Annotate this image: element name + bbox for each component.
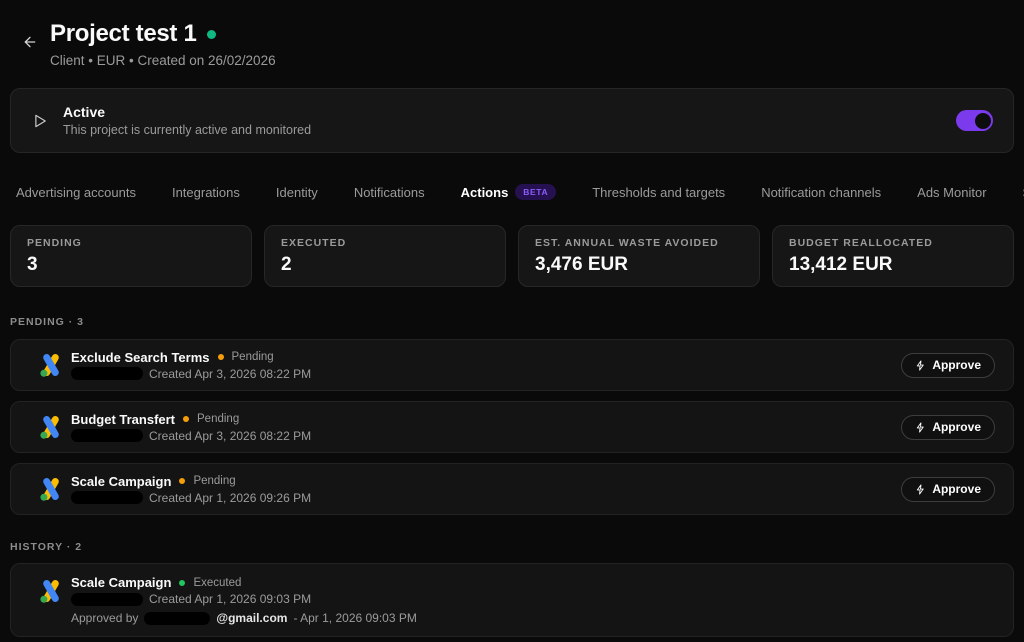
stat-label: EST. ANNUAL WASTE AVOIDED <box>535 237 719 249</box>
approve-button-label: Approve <box>932 358 981 372</box>
approve-button-label: Approve <box>932 482 981 496</box>
stat-value: 13,412 EUR <box>789 254 893 275</box>
approve-button-label: Approve <box>932 420 981 434</box>
tab-notification-channels[interactable]: Notification channels <box>761 184 882 200</box>
row-content: Scale Campaign Pending Created Apr 1, 20… <box>71 474 311 505</box>
row-content: Scale Campaign Executed Created Apr 1, 2… <box>71 575 417 625</box>
back-button[interactable] <box>16 28 44 56</box>
pending-status-dot <box>183 416 190 422</box>
pending-row-scale-campaign: Scale Campaign Pending Created Apr 1, 20… <box>10 463 1014 515</box>
google-ads-icon <box>40 580 59 603</box>
stat-label: BUDGET REALLOCATED <box>789 237 933 249</box>
title-block: Project test 1 Client • EUR • Created on… <box>50 20 276 68</box>
created-timestamp: Created Apr 1, 2026 09:03 PM <box>149 592 312 606</box>
redacted-account-name <box>71 367 143 380</box>
tab-integrations[interactable]: Integrations <box>171 184 240 200</box>
tab-notifications[interactable]: Notifications <box>353 184 425 200</box>
status-label: Executed <box>193 576 242 589</box>
stat-label: EXECUTED <box>281 237 347 249</box>
pending-status-dot <box>179 478 186 484</box>
executed-status-dot <box>179 579 186 586</box>
stat-card-executed: EXECUTED 2 <box>264 225 506 287</box>
active-banner: Active This project is currently active … <box>10 88 1014 153</box>
approve-button[interactable]: Approve <box>901 352 995 378</box>
banner-title: Active <box>63 104 106 120</box>
stat-label: PENDING <box>27 237 82 249</box>
toggle-knob <box>974 112 991 129</box>
tab-bar: Advertising accounts Integrations Identi… <box>16 181 1024 203</box>
tab-settings[interactable]: Settings <box>1023 185 1024 200</box>
approver-email-domain: @gmail.com <box>216 611 288 625</box>
active-toggle[interactable] <box>956 110 993 131</box>
history-section-heading: HISTORY · 2 <box>10 541 83 553</box>
action-title: Scale Campaign <box>71 473 172 489</box>
status-label: Pending <box>193 475 236 487</box>
stat-card-budget-reallocated: BUDGET REALLOCATED 13,412 EUR <box>772 225 1014 287</box>
action-title: Budget Transfert <box>71 411 176 427</box>
tab-actions[interactable]: Actions BETA <box>461 184 557 200</box>
page-header: Project test 1 Client • EUR • Created on… <box>0 0 1024 68</box>
pending-row-exclude-search-terms: Exclude Search Terms Pending Created Apr… <box>10 339 1014 391</box>
created-timestamp: Created Apr 3, 2026 08:22 PM <box>149 366 312 381</box>
zap-icon <box>917 359 925 371</box>
redacted-approver-email <box>144 611 211 625</box>
approved-by-label: Approved by <box>71 611 139 625</box>
play-icon <box>35 114 46 127</box>
pending-section-heading: PENDING · 3 <box>10 316 85 328</box>
approved-timestamp: - Apr 1, 2026 09:03 PM <box>293 611 417 625</box>
created-timestamp: Created Apr 3, 2026 08:22 PM <box>149 428 312 443</box>
approve-button[interactable]: Approve <box>901 414 995 440</box>
stat-value: 3,476 EUR <box>535 254 628 275</box>
google-ads-icon <box>40 354 59 377</box>
stat-card-waste-avoided: EST. ANNUAL WASTE AVOIDED 3,476 EUR <box>518 225 760 287</box>
page-title: Project test 1 <box>50 20 197 47</box>
banner-description: This project is currently active and mon… <box>63 123 312 137</box>
google-ads-icon <box>40 416 59 439</box>
pending-row-budget-transfert: Budget Transfert Pending Created Apr 3, … <box>10 401 1014 453</box>
status-label: Pending <box>197 413 240 425</box>
stat-card-pending: PENDING 3 <box>10 225 252 287</box>
stats-row: PENDING 3 EXECUTED 2 EST. ANNUAL WASTE A… <box>10 225 1014 287</box>
stat-value: 3 <box>27 254 38 275</box>
pending-status-dot <box>217 354 224 360</box>
row-content: Budget Transfert Pending Created Apr 3, … <box>71 412 311 443</box>
beta-badge: BETA <box>515 184 557 200</box>
tab-advertising-accounts[interactable]: Advertising accounts <box>16 184 136 200</box>
tab-ads-monitor[interactable]: Ads Monitor <box>917 184 987 200</box>
active-status-dot <box>206 29 216 39</box>
tab-thresholds-and-targets[interactable]: Thresholds and targets <box>592 184 726 200</box>
page-subtitle: Client • EUR • Created on 26/02/2026 <box>50 53 276 68</box>
google-ads-icon <box>40 478 59 501</box>
arrow-left-icon <box>24 36 36 48</box>
action-title: Exclude Search Terms <box>71 349 210 365</box>
history-row-scale-campaign: Scale Campaign Executed Created Apr 1, 2… <box>10 563 1014 637</box>
row-content: Exclude Search Terms Pending Created Apr… <box>71 350 311 381</box>
redacted-account-name <box>71 429 143 442</box>
created-timestamp: Created Apr 1, 2026 09:26 PM <box>149 490 312 505</box>
action-title: Scale Campaign <box>71 575 172 590</box>
stat-value: 2 <box>281 254 292 275</box>
tab-identity[interactable]: Identity <box>275 184 318 200</box>
approve-button[interactable]: Approve <box>901 476 995 502</box>
redacted-account-name <box>71 592 143 606</box>
zap-icon <box>917 421 925 433</box>
zap-icon <box>917 483 925 495</box>
status-label: Pending <box>231 351 274 363</box>
banner-text: Active This project is currently active … <box>63 104 311 137</box>
redacted-account-name <box>71 491 143 504</box>
tab-actions-label: Actions <box>460 184 509 200</box>
